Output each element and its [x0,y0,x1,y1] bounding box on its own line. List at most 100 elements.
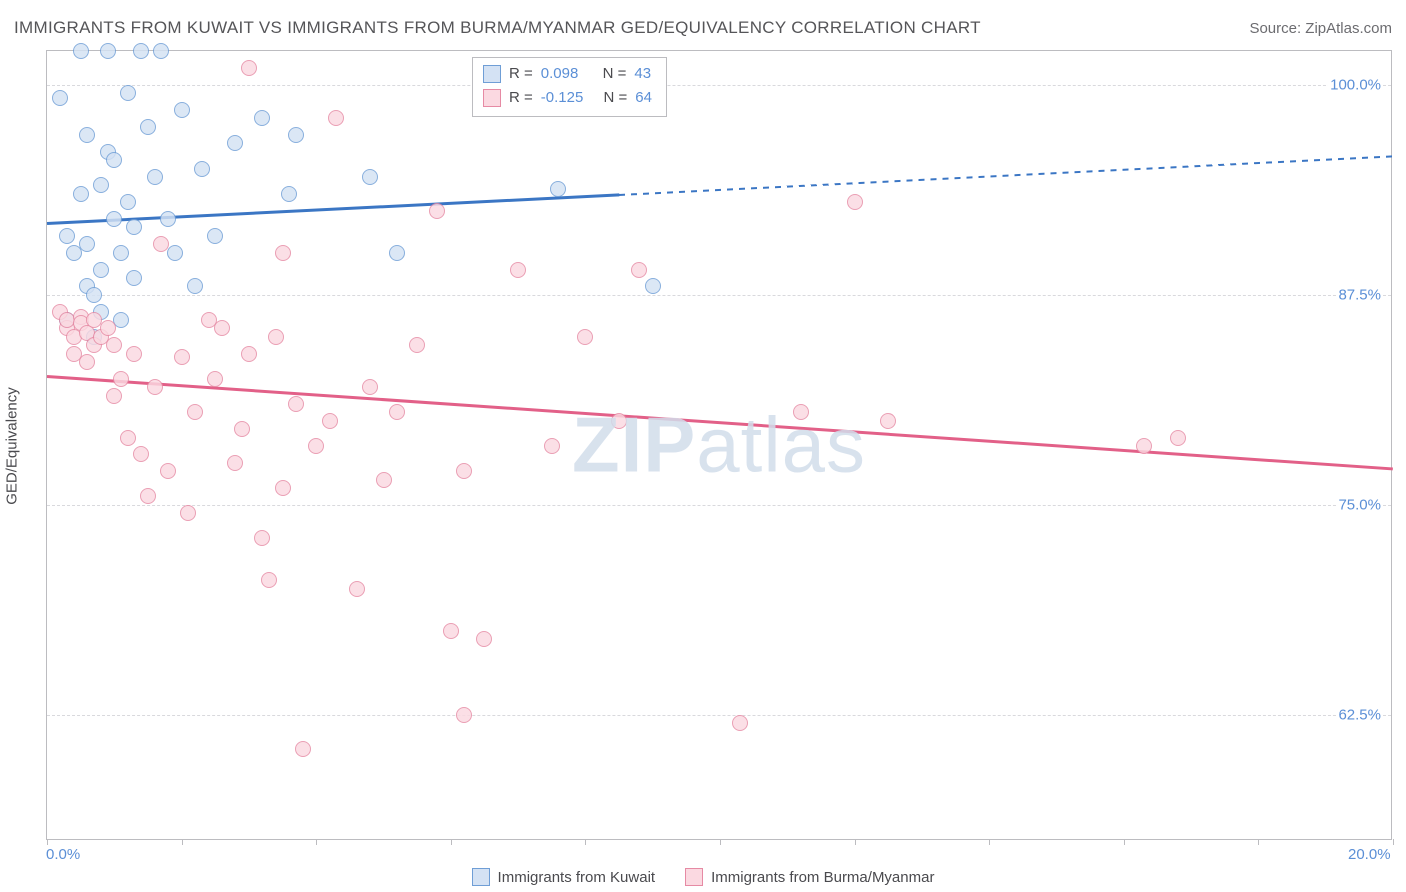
scatter-point-series1 [133,43,149,59]
scatter-point-series2 [261,572,277,588]
scatter-point-series2 [275,245,291,261]
x-axis-tick [720,839,721,845]
y-axis-tick-label: 100.0% [1328,76,1383,93]
scatter-point-series2 [880,413,896,429]
scatter-point-series1 [254,110,270,126]
scatter-point-series1 [79,127,95,143]
x-axis-tick [585,839,586,845]
x-axis-label-max: 20.0% [1348,846,1391,863]
scatter-point-series2 [120,430,136,446]
scatter-point-series2 [174,349,190,365]
scatter-point-series2 [389,404,405,420]
scatter-point-series2 [510,262,526,278]
scatter-point-series2 [429,203,445,219]
scatter-point-series1 [362,169,378,185]
scatter-point-series2 [275,480,291,496]
n-value-series2: 64 [635,86,652,110]
scatter-point-series1 [120,194,136,210]
n-value-series1: 43 [634,62,651,86]
x-axis-tick [1124,839,1125,845]
scatter-point-series1 [79,236,95,252]
scatter-point-series2 [227,455,243,471]
swatch-series2 [483,89,501,107]
scatter-point-series2 [106,388,122,404]
scatter-point-series2 [147,379,163,395]
scatter-point-series1 [73,43,89,59]
scatter-point-series2 [349,581,365,597]
scatter-point-series1 [113,245,129,261]
scatter-point-series2 [732,715,748,731]
chart-title: IMMIGRANTS FROM KUWAIT VS IMMIGRANTS FRO… [14,18,981,38]
scatter-point-series1 [93,177,109,193]
scatter-point-series1 [174,102,190,118]
scatter-point-series2 [241,60,257,76]
scatter-point-series1 [86,287,102,303]
y-axis-title: GED/Equivalency [4,387,21,505]
gridline-h [47,505,1391,506]
scatter-point-series2 [79,354,95,370]
swatch-series2-icon [685,868,703,886]
swatch-series1 [483,65,501,83]
legend-item-series1: Immigrants from Kuwait [472,868,656,886]
scatter-point-series2 [180,505,196,521]
scatter-point-series2 [254,530,270,546]
x-axis-tick [316,839,317,845]
scatter-point-series2 [322,413,338,429]
scatter-point-series1 [106,152,122,168]
scatter-point-series2 [288,396,304,412]
scatter-point-series1 [100,43,116,59]
scatter-point-series2 [268,329,284,345]
y-axis-tick-label: 62.5% [1336,706,1383,723]
scatter-point-series2 [443,623,459,639]
scatter-point-series1 [106,211,122,227]
scatter-point-series1 [153,43,169,59]
scatter-point-series2 [577,329,593,345]
gridline-h [47,715,1391,716]
scatter-point-series2 [793,404,809,420]
scatter-point-series2 [476,631,492,647]
scatter-point-series1 [59,228,75,244]
scatter-point-series2 [308,438,324,454]
x-axis-tick [47,839,48,845]
trendline [47,375,1393,470]
scatter-point-series1 [187,278,203,294]
scatter-point-series1 [113,312,129,328]
scatter-point-series2 [456,463,472,479]
x-axis-tick [451,839,452,845]
x-axis-label-min: 0.0% [46,846,80,863]
scatter-point-series2 [362,379,378,395]
scatter-point-series2 [409,337,425,353]
scatter-point-series2 [376,472,392,488]
source-attribution: Source: ZipAtlas.com [1249,20,1392,37]
x-axis-tick [989,839,990,845]
scatter-point-series1 [167,245,183,261]
scatter-point-series1 [550,181,566,197]
gridline-h [47,295,1391,296]
scatter-point-series2 [847,194,863,210]
scatter-point-series2 [234,421,250,437]
scatter-point-series2 [153,236,169,252]
legend-row-series1: R = 0.098 N = 43 [483,62,652,86]
scatter-point-series2 [456,707,472,723]
scatter-point-series2 [140,488,156,504]
scatter-point-series1 [93,262,109,278]
gridline-h [47,85,1391,86]
legend-row-series2: R = -0.125 N = 64 [483,86,652,110]
scatter-point-series1 [194,161,210,177]
y-axis-tick-label: 87.5% [1336,286,1383,303]
scatter-point-series1 [207,228,223,244]
scatter-point-series2 [295,741,311,757]
scatter-point-series2 [100,320,116,336]
scatter-point-series1 [645,278,661,294]
scatter-point-series2 [126,346,142,362]
scatter-point-series1 [126,270,142,286]
scatter-point-series1 [281,186,297,202]
scatter-point-series2 [544,438,560,454]
y-axis-tick-label: 75.0% [1336,496,1383,513]
legend-item-series2: Immigrants from Burma/Myanmar [685,868,934,886]
x-axis-tick [182,839,183,845]
scatter-point-series2 [611,413,627,429]
plot-area: 62.5%75.0%87.5%100.0% ZIPatlas R = 0.098… [46,50,1392,840]
x-axis-tick [1393,839,1394,845]
scatter-point-series2 [113,371,129,387]
